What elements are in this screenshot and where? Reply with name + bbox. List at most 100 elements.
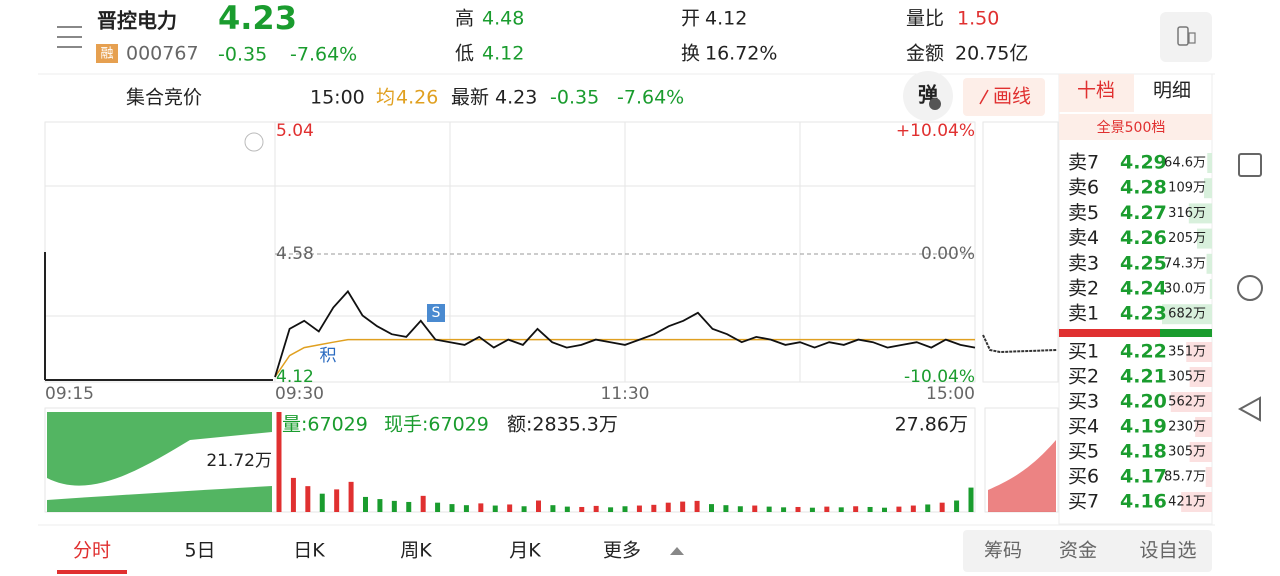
popup-button[interactable]: 弹 [903,71,953,121]
level-label: 买4 [1068,416,1099,438]
book-frame [1058,73,1213,525]
depth-bar [1209,279,1212,299]
price: 4.23 [218,0,297,37]
level-label: 卖6 [1068,177,1099,199]
tab-bg [1059,74,1134,112]
volume-bar [319,493,325,512]
bottom-button[interactable]: 设自选 [1139,540,1196,562]
nav-home[interactable] [1237,275,1263,301]
bottom-button[interactable]: 资金 [1059,540,1097,562]
volume-bar [406,501,412,512]
bottom-tab[interactable]: 更多 [603,540,641,562]
y2-tick-label: +10.04% [896,121,975,141]
draw-button[interactable]: 画线 [963,78,1045,116]
menu-icon[interactable] [57,26,82,48]
bottom-bar: 分时 5日 日K 周K 月K 更多 筹码 资金 设自选 [38,524,1215,574]
nav-recent[interactable] [1238,153,1262,177]
level-volume: 421万 [1168,495,1206,510]
ratio-label: 量比 [906,8,944,30]
phone-button[interactable] [1160,12,1212,62]
y2-tick-label: 0.00% [921,244,975,264]
help-icon[interactable] [244,132,264,152]
depth-bar [1196,228,1212,249]
level-label: 卖1 [1068,303,1099,325]
volume-bar [334,489,340,512]
depth-bar [1189,442,1212,462]
ratio: 1.50 [957,8,999,30]
bottom-button[interactable]: 筹码 [984,540,1022,562]
bottom-tab[interactable]: 5日 [184,540,215,562]
volume-bar [665,502,671,512]
level-price: 4.27 [1120,202,1167,224]
avg-label: 均 [376,87,395,109]
draw: 画线 [993,86,1031,108]
level-volume: 85.7万 [1164,470,1206,485]
hand-text: 现手:67029 [384,414,489,436]
high-label: 高 [455,8,474,30]
x-tick-label: 09:30 [275,384,324,404]
mini-volume [988,440,1056,512]
auction-vol-label: 21.72万 [206,451,272,471]
stock-name: 晋控电力 [97,9,177,33]
volume-bar [363,496,368,512]
bottom-tab[interactable]: 周K [400,540,432,562]
amount: 20.75亿 [955,43,1028,65]
depth-bar [1189,367,1212,387]
volume-bar [867,506,873,512]
latest-label: 最新 [451,87,489,109]
volume-bar [752,505,758,512]
vol-text: 量:67029 [282,414,368,436]
y-tick-label: 4.58 [276,244,314,264]
button-bg [963,530,1212,572]
stock-code: 000767 [126,43,199,65]
volume-bar [939,502,945,512]
level-label: 买7 [1068,491,1099,513]
level-label: 卖5 [1068,202,1099,224]
level-volume: 74.3万 [1164,256,1206,271]
volume-bar [391,500,397,512]
tab[interactable]: 十档 [1077,80,1115,102]
volume-bar [781,507,787,512]
panorama[interactable]: 全景500档 [1097,119,1166,136]
volume-bar [636,505,642,512]
volume-bar [435,502,441,512]
low-label: 低 [455,43,474,65]
volume-bar [276,412,282,512]
level-price: 4.29 [1120,152,1167,174]
level-volume: 682万 [1168,307,1206,322]
volume-bar [737,506,743,512]
tab[interactable]: 明细 [1153,80,1191,102]
volume-bar [463,505,469,512]
bottom-tab[interactable]: 日K [293,540,325,562]
level-label: 卖2 [1068,278,1099,300]
volume-bar [420,495,426,512]
low: 4.12 [482,43,524,65]
time: 15:00 [310,87,365,109]
bottom-tab[interactable]: 分时 [73,540,111,562]
nav-back[interactable] [1237,396,1261,422]
annotation-bg [427,304,445,322]
level-volume: 351万 [1168,345,1206,360]
volume-bar [579,506,585,512]
level-price: 4.21 [1120,366,1167,388]
volume-bar [795,506,801,512]
depth-bar [1162,304,1212,325]
volume-bar [536,500,541,512]
volume-bar [809,507,815,512]
volume-bar [593,505,599,512]
annotation: 积 [320,346,337,366]
level-price: 4.16 [1120,491,1167,513]
level-price: 4.25 [1120,252,1167,274]
level-volume: 316万 [1168,206,1206,221]
volume-bar [550,505,556,512]
depth-bar [1206,253,1212,274]
volume-bar [521,506,527,512]
latest: 4.23 [495,87,537,109]
info-change: -0.35 [550,87,599,109]
auction-volume [47,486,272,512]
intraday-chart: 5.04 4.58 4.12 +10.04% 0.00% -10.04% 09:15 09:3… [44,121,1059,404]
bottom-tab[interactable]: 月K [509,540,541,562]
level-volume: 64.6万 [1164,156,1206,171]
